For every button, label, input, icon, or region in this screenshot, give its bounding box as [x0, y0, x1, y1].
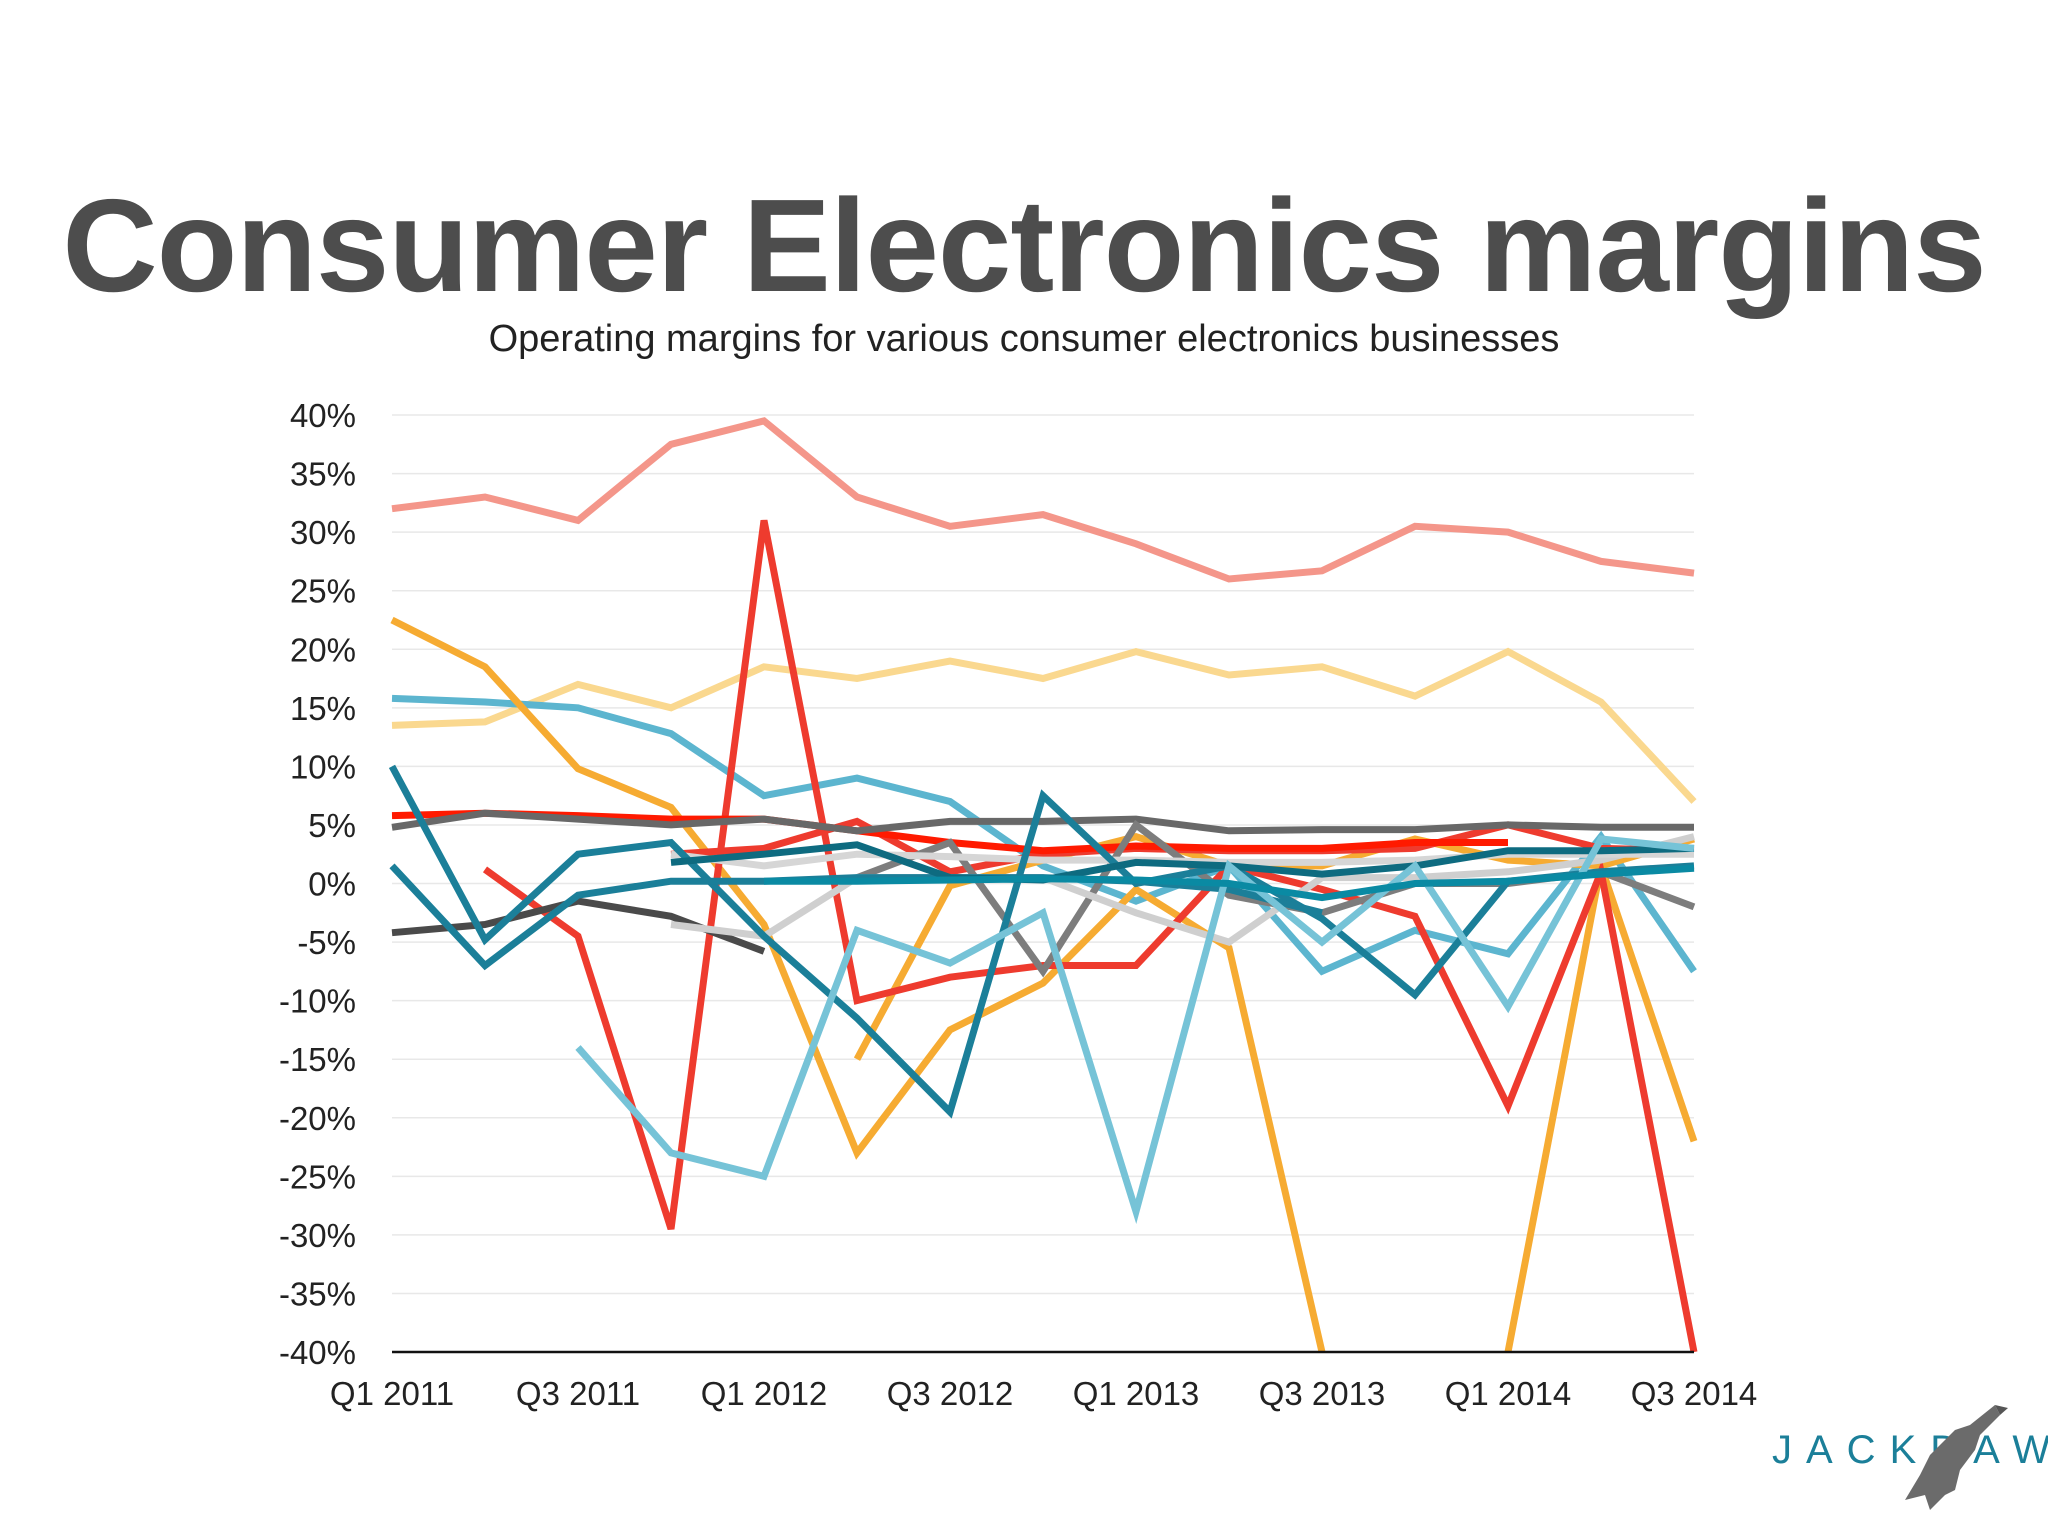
series-line-series-2 — [391, 647, 1697, 804]
y-tick-label: 10% — [290, 748, 356, 785]
x-tick-label: Q3 2011 — [516, 1375, 640, 1412]
x-tick-label: Q1 2012 — [701, 1375, 828, 1412]
series-line-series-17 — [670, 841, 1695, 884]
x-tick-label: Q1 2014 — [1445, 1375, 1572, 1412]
page-title: Consumer Electronics margins — [62, 172, 1986, 319]
y-tick-label: -10% — [279, 983, 356, 1020]
y-tick-label: 25% — [290, 573, 356, 610]
y-tick-label: -35% — [279, 1275, 356, 1312]
page-subtitle: Operating margins for various consumer e… — [488, 318, 1560, 360]
x-tick-label: Q3 2012 — [887, 1375, 1014, 1412]
series-line-series-10 — [391, 809, 1694, 835]
y-tick-label: 0% — [308, 866, 356, 903]
series-line-series-6 — [1504, 852, 1698, 1353]
y-tick-label: 20% — [290, 631, 356, 668]
y-tick-label: -15% — [279, 1041, 356, 1078]
series-lines — [388, 417, 1698, 1353]
y-tick-label: -25% — [279, 1158, 356, 1195]
jackdaw-bird-icon — [1905, 1405, 2008, 1510]
series-line-series-18 — [575, 835, 1695, 1225]
y-tick-label: -40% — [279, 1334, 356, 1371]
series-line-series-7 — [482, 519, 1698, 1353]
x-axis-ticks: Q1 2011 Q3 2011 Q1 2012 Q3 2012 Q1 2013 Q3 20… — [330, 1375, 1757, 1412]
series-line-series-15 — [388, 764, 1695, 1119]
x-tick-label: Q1 2011 — [330, 1375, 454, 1412]
series-line-series-4 — [390, 616, 1326, 1353]
brand-name: JACKDAW — [1772, 1428, 2048, 1472]
y-tick-label: 5% — [308, 807, 356, 844]
y-tick-label: -20% — [279, 1100, 356, 1137]
y-tick-label: 30% — [290, 514, 356, 551]
x-tick-label: Q3 2014 — [1631, 1375, 1758, 1412]
series-line-series-3 — [391, 694, 1697, 976]
y-tick-label: 15% — [290, 690, 356, 727]
y-tick-label: -5% — [297, 924, 356, 961]
series-line-series-1 — [391, 417, 1695, 583]
y-tick-label: -30% — [279, 1217, 356, 1254]
x-tick-label: Q1 2013 — [1073, 1375, 1200, 1412]
series-line-series-13 — [670, 833, 1695, 946]
y-axis-ticks: 40% 35% 30% 25% 20% 15% 10% 5% 0% -5% -10% -15% -20%… — [279, 397, 356, 1371]
y-tick-label: 35% — [290, 456, 356, 493]
y-tick-label: 40% — [290, 397, 356, 434]
series-line-series-19 — [764, 864, 1695, 902]
x-tick-label: Q3 2013 — [1259, 1375, 1386, 1412]
